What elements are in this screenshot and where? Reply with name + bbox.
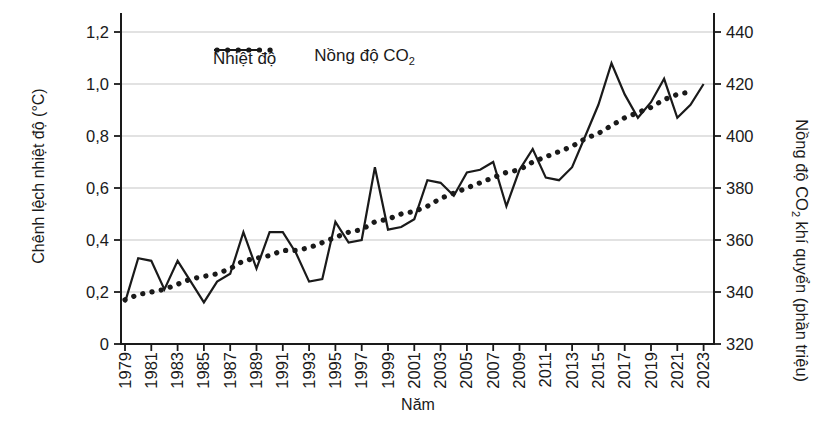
x-tick-label: 1999 (379, 352, 397, 389)
x-tick-label: 1993 (300, 352, 318, 389)
x-tick-label: 1981 (142, 352, 160, 389)
right-tick-label: 380 (726, 179, 754, 197)
series-co2-dotted (125, 92, 691, 300)
x-axis-title: Năm (121, 396, 715, 414)
x-tick-label: 2011 (536, 352, 554, 387)
left-tick-label: 0,2 (86, 283, 109, 301)
x-tick-label: 2003 (431, 352, 449, 389)
left-tick-label: 1,0 (86, 75, 109, 93)
right-axis-title: Nồng độ CO2 khí quyển (phần triệu) (790, 78, 811, 423)
legend-label-co2: Nồng độ CO2 (314, 45, 415, 72)
right-tick-label: 340 (726, 283, 754, 301)
x-tick-label: 1989 (247, 352, 265, 389)
x-tick-label: 2013 (563, 352, 581, 389)
plot-canvas: 0 0,2 0,4 0,6 0,8 1,0 1,2 320 340 360 380 400 420 440… (0, 0, 836, 426)
temperature-co2-line-chart: 0 0,2 0,4 0,6 0,8 1,0 1,2 320 340 360 380 400 420 440… (0, 0, 836, 426)
right-tick-label: 360 (726, 231, 754, 249)
x-tick-label: 1991 (273, 352, 291, 389)
x-tick-label: 2023 (694, 352, 712, 389)
left-tick-label: 0,4 (86, 231, 109, 249)
legend-item-co2: Nồng độ CO2 (314, 45, 415, 72)
dotted-line-swatch (213, 45, 275, 55)
left-axis-title: Chênh lệch nhiệt độ (°C) (30, 71, 48, 281)
x-tick-label: 2021 (668, 352, 686, 389)
right-tick-label: 320 (726, 335, 754, 353)
x-tick-label: 1987 (221, 352, 239, 389)
x-tick-label: 2007 (484, 352, 502, 389)
right-tick-label: 440 (726, 23, 754, 41)
x-tick-label: 2005 (457, 352, 475, 389)
x-tick-label: 1995 (326, 352, 344, 389)
left-tick-label: 1,2 (86, 23, 109, 41)
legend: Nhiệt độ Nồng độ CO2 (213, 45, 415, 72)
x-tick-label: 2009 (510, 352, 528, 389)
x-tick-label: 2019 (642, 352, 660, 389)
x-tick-label: 1983 (168, 352, 186, 389)
left-tick-label: 0,8 (86, 127, 109, 145)
left-tick-label: 0,6 (86, 179, 109, 197)
x-tick-label: 1985 (194, 352, 212, 389)
right-tick-label: 420 (726, 75, 754, 93)
left-tick-label: 0 (100, 335, 109, 353)
series-temperature-solid (125, 63, 704, 302)
right-tick-label: 400 (726, 127, 754, 145)
x-tick-label: 2017 (615, 352, 633, 389)
x-tick-label: 1997 (352, 352, 370, 389)
x-tick-label: 2015 (589, 352, 607, 389)
x-tick-label: 1979 (116, 352, 134, 389)
x-tick-label: 2001 (405, 352, 423, 389)
